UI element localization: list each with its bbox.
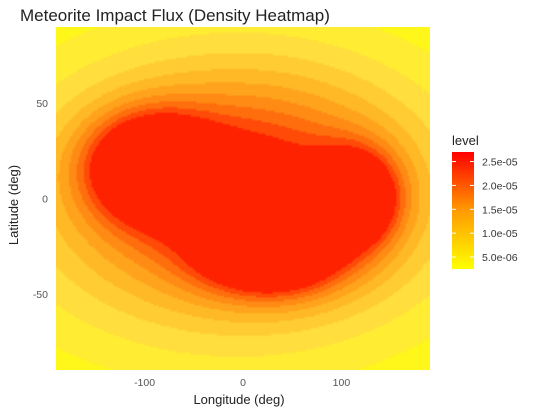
x-axis-title: Longitude (deg): [193, 392, 284, 407]
y-tick-label: 50: [36, 98, 48, 110]
legend-tick-label: 1.0e-05: [482, 228, 518, 240]
legend-title: level: [452, 133, 479, 148]
y-axis-ticks: -50 0 50: [33, 98, 48, 301]
x-axis-ticks: -100 0 100: [134, 377, 350, 389]
x-tick-label: 0: [240, 377, 246, 389]
density-fill: [56, 27, 430, 370]
y-axis-title: Latitude (deg): [6, 165, 21, 245]
x-tick-label: 100: [333, 377, 351, 389]
legend-color-bar: [452, 152, 474, 269]
legend-tick-label: 5.0e-06: [482, 252, 518, 264]
legend-tick-label: 1.5e-05: [482, 204, 518, 216]
legend-tick-label: 2.5e-05: [482, 157, 518, 169]
density-contours: [56, 27, 430, 370]
y-tick-label: -50: [33, 289, 48, 301]
x-tick-label: -100: [134, 377, 155, 389]
legend: level 5.0e-06 1.0e-05 1.5e-05 2.0e-05 2.5e-0…: [452, 133, 518, 269]
legend-tick-label: 2.0e-05: [482, 180, 518, 192]
plot-panel: [56, 27, 430, 370]
y-tick-label: 0: [42, 194, 48, 206]
chart-title: Meteorite Impact Flux (Density Heatmap): [20, 6, 330, 25]
